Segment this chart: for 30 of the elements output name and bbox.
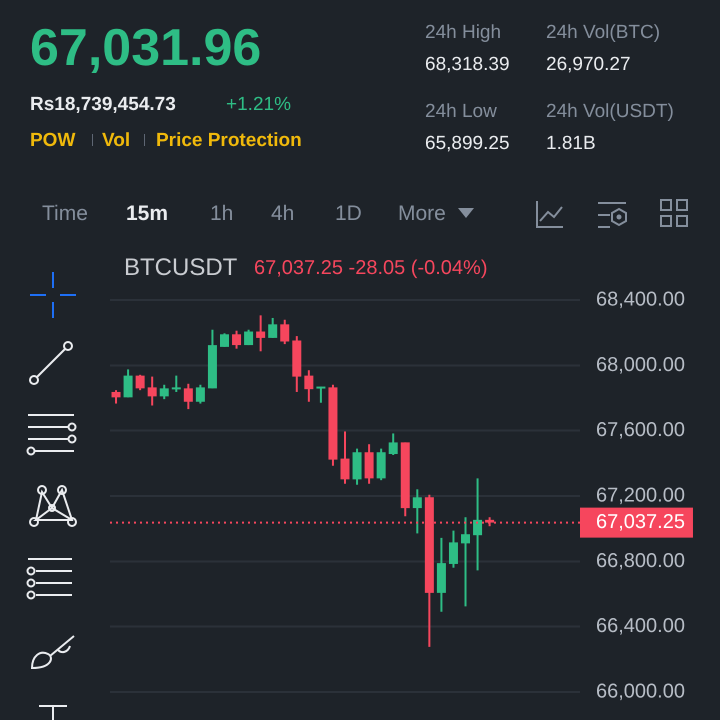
- text: 4h: [271, 202, 294, 226]
- text: More: [398, 202, 446, 226]
- chart-subtitle: 67,037.25 -28.05 (-0.04%): [254, 257, 488, 280]
- text: Time: [42, 202, 88, 226]
- text: 1D: [335, 202, 362, 226]
- text: 15m: [126, 202, 168, 226]
- text: +1.21%: [226, 94, 291, 116]
- y-tick-label: 66,800.00: [596, 550, 685, 572]
- y-tick-label: 68,000.00: [596, 354, 685, 376]
- text: Vol: [102, 130, 130, 152]
- text: 67,031.96: [30, 18, 262, 78]
- y-tick-label: 67,600.00: [596, 419, 685, 442]
- text: 1.81B: [546, 133, 596, 155]
- ref-line-label: 67,037.25: [596, 511, 685, 534]
- text: 26,970.27: [546, 54, 631, 76]
- text: 68,318.39: [425, 54, 510, 76]
- y-tick-label: 66,400.00: [596, 615, 685, 638]
- y-tick-label: 66,000.00: [596, 680, 685, 703]
- chart-title: BTCUSDT: [124, 254, 238, 282]
- text: 24h High: [425, 22, 502, 44]
- text: POW: [30, 130, 76, 152]
- text: 24h Vol(USDT): [546, 101, 674, 123]
- text: Rs18,739,454.73: [30, 94, 176, 116]
- text: 24h Vol(BTC): [546, 22, 660, 44]
- y-tick-label: 67,200.00: [596, 484, 685, 507]
- text: 1h: [210, 202, 234, 226]
- text: 24h Low: [425, 101, 497, 123]
- text: 65,899.25: [425, 133, 510, 155]
- text: Price Protection: [156, 130, 302, 152]
- y-tick-label: 68,400.00: [596, 288, 685, 311]
